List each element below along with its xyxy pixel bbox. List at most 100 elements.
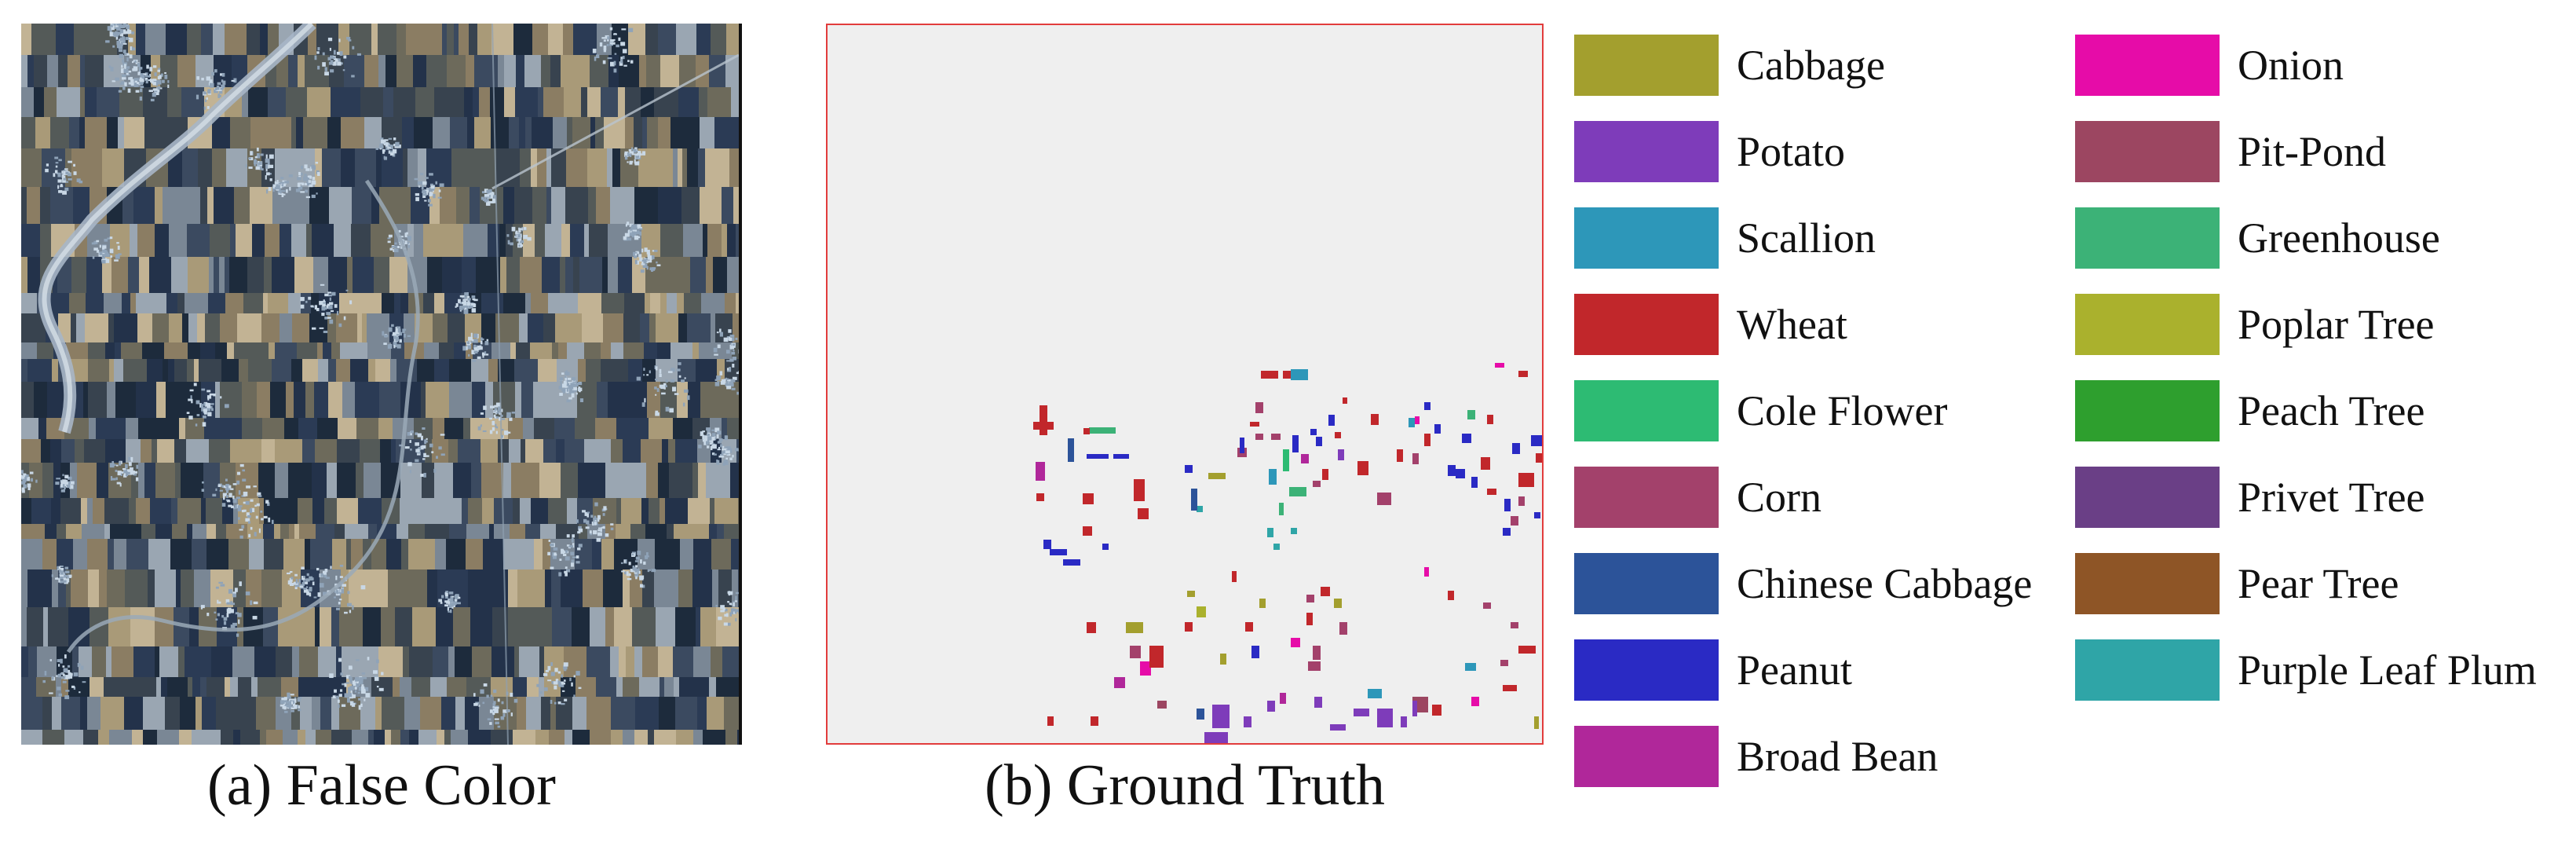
village-speck bbox=[396, 326, 401, 329]
field-parcel bbox=[433, 117, 437, 148]
village-speck bbox=[381, 139, 385, 145]
village-speck bbox=[253, 601, 258, 605]
village-speck bbox=[480, 689, 484, 694]
legend-swatch-pear-tree bbox=[2075, 553, 2220, 614]
village-speck bbox=[731, 611, 735, 615]
village-speck bbox=[117, 31, 122, 35]
village-speck bbox=[515, 230, 518, 234]
village-speck bbox=[610, 523, 614, 526]
village-speck bbox=[42, 679, 46, 683]
field-parcel bbox=[311, 293, 319, 313]
village-speck bbox=[327, 303, 331, 306]
field-parcel bbox=[700, 117, 714, 148]
village-speck bbox=[305, 196, 311, 199]
village-speck bbox=[109, 248, 114, 254]
village-speck bbox=[288, 174, 293, 178]
village-speck bbox=[334, 304, 338, 308]
village-speck bbox=[392, 245, 396, 248]
village-speck bbox=[480, 412, 484, 415]
village-speck bbox=[387, 147, 391, 149]
village-speck bbox=[344, 694, 347, 696]
field-parcel bbox=[363, 607, 381, 646]
village-speck bbox=[254, 504, 257, 507]
field-parcel bbox=[715, 313, 733, 342]
village-speck bbox=[447, 606, 449, 611]
gt-parcel bbox=[1412, 701, 1417, 716]
village-speck bbox=[284, 181, 290, 184]
village-speck bbox=[339, 599, 342, 601]
village-speck bbox=[312, 177, 316, 181]
village-speck bbox=[196, 76, 199, 80]
village-speck bbox=[422, 191, 426, 194]
field-parcel bbox=[357, 313, 362, 342]
village-speck bbox=[157, 79, 162, 85]
village-speck bbox=[564, 698, 568, 701]
field-parcel bbox=[434, 359, 449, 382]
village-speck bbox=[561, 372, 565, 375]
village-speck bbox=[396, 334, 399, 336]
field-parcel bbox=[519, 646, 539, 677]
village-speck bbox=[734, 610, 737, 614]
village-speck bbox=[641, 262, 644, 265]
field-parcel bbox=[309, 257, 313, 293]
village-speck bbox=[358, 679, 364, 684]
field-parcel bbox=[126, 439, 141, 463]
village-speck bbox=[338, 657, 342, 662]
village-speck bbox=[57, 673, 61, 678]
village-speck bbox=[233, 507, 236, 510]
village-speck bbox=[639, 231, 642, 236]
field-parcel bbox=[290, 730, 298, 745]
village-speck bbox=[389, 152, 394, 156]
village-speck bbox=[509, 417, 513, 421]
village-speck bbox=[322, 570, 327, 575]
village-speck bbox=[684, 377, 686, 379]
village-speck bbox=[365, 693, 371, 698]
field-parcel bbox=[513, 24, 532, 55]
field-parcel bbox=[521, 439, 525, 463]
village-speck bbox=[536, 683, 540, 687]
field-parcel bbox=[346, 539, 351, 569]
village-speck bbox=[475, 345, 479, 350]
village-speck bbox=[114, 27, 117, 29]
field-parcel bbox=[703, 730, 725, 745]
village-speck bbox=[330, 69, 334, 73]
field-parcel bbox=[309, 313, 327, 342]
field-parcel bbox=[152, 439, 157, 463]
village-speck bbox=[449, 602, 454, 606]
field-parcel bbox=[646, 55, 660, 87]
village-speck bbox=[289, 577, 293, 582]
village-speck bbox=[323, 307, 327, 310]
village-speck bbox=[659, 373, 662, 377]
village-speck bbox=[400, 246, 403, 249]
field-parcel bbox=[565, 257, 573, 293]
village-speck bbox=[665, 379, 668, 383]
field-parcel bbox=[281, 677, 298, 697]
field-parcel bbox=[331, 697, 339, 730]
village-speck bbox=[418, 185, 421, 188]
village-speck bbox=[203, 106, 206, 110]
village-speck bbox=[109, 236, 113, 240]
village-speck bbox=[120, 42, 123, 46]
village-speck bbox=[510, 712, 513, 716]
village-speck bbox=[221, 503, 226, 507]
field-parcel bbox=[642, 359, 656, 382]
village-speck bbox=[254, 156, 258, 159]
village-speck bbox=[114, 259, 119, 262]
village-speck bbox=[451, 595, 455, 598]
village-speck bbox=[254, 532, 257, 537]
village-speck bbox=[592, 48, 597, 53]
village-speck bbox=[60, 483, 64, 488]
village-speck bbox=[120, 81, 126, 85]
village-speck bbox=[572, 379, 576, 383]
village-speck bbox=[56, 478, 61, 480]
village-speck bbox=[228, 504, 232, 507]
village-speck bbox=[220, 396, 222, 399]
field-parcel bbox=[115, 382, 136, 418]
village-speck bbox=[636, 260, 639, 265]
village-speck bbox=[634, 560, 639, 562]
village-speck bbox=[510, 692, 513, 698]
village-speck bbox=[26, 476, 30, 482]
village-speck bbox=[133, 82, 137, 87]
gt-parcel bbox=[1279, 503, 1284, 515]
gt-parcel bbox=[1240, 438, 1244, 453]
